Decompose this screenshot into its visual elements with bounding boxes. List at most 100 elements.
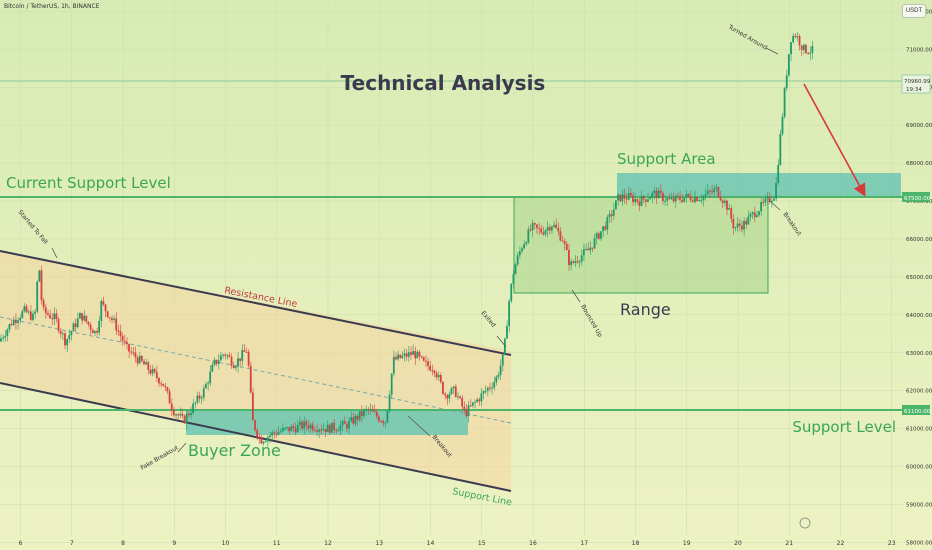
bear-candle xyxy=(91,329,94,334)
bear-candle xyxy=(292,426,295,429)
bear-candle xyxy=(555,224,558,229)
bull-candle xyxy=(615,200,617,210)
bull-candle xyxy=(179,413,182,416)
bull-candle xyxy=(713,188,716,193)
bear-candle xyxy=(143,361,145,365)
bull-candle xyxy=(286,427,288,429)
bear-candle xyxy=(106,311,109,318)
bear-candle xyxy=(128,344,130,352)
bull-candle xyxy=(612,209,615,216)
bear-candle xyxy=(424,360,427,362)
bear-candle xyxy=(89,324,92,330)
bull-candle xyxy=(491,387,493,389)
pointer-arrows xyxy=(51,47,781,453)
x-tick-label: 12 xyxy=(324,540,332,547)
bear-candle xyxy=(320,429,323,431)
bear-candle xyxy=(410,352,412,355)
bear-candle xyxy=(405,353,408,357)
bear-candle xyxy=(81,313,83,321)
bull-candle xyxy=(585,248,587,250)
bull-candle xyxy=(525,242,528,245)
bull-candle xyxy=(627,193,630,200)
bull-candle xyxy=(271,432,273,436)
bull-candle xyxy=(734,227,737,229)
bull-candle xyxy=(309,424,312,429)
bull-candle xyxy=(512,274,515,284)
bear-candle xyxy=(661,192,664,201)
bull-candle xyxy=(647,199,649,202)
bull-candle xyxy=(514,264,517,275)
bear-candle xyxy=(625,198,628,200)
bull-candle xyxy=(23,306,26,312)
bull-candle xyxy=(264,441,267,443)
bull-candle xyxy=(21,311,24,318)
bull-candle xyxy=(83,315,86,321)
bull-candle xyxy=(796,36,799,38)
bull-candle xyxy=(593,238,596,249)
bear-candle xyxy=(111,318,113,320)
bear-candle xyxy=(360,411,363,416)
bull-candle xyxy=(480,393,483,402)
settings-icon[interactable] xyxy=(799,517,811,529)
bear-candle xyxy=(395,356,397,360)
bear-candle xyxy=(102,301,105,305)
bear-candle xyxy=(301,421,303,429)
bull-candle xyxy=(70,331,73,336)
bear-candle xyxy=(55,313,58,320)
currency-badge[interactable]: USDT xyxy=(902,4,926,18)
bear-candle xyxy=(431,370,434,372)
x-tick-label: 22 xyxy=(837,540,845,547)
bear-candle xyxy=(313,430,316,432)
bull-candle xyxy=(175,414,177,416)
bear-candle xyxy=(619,194,622,202)
bull-candle xyxy=(484,390,487,392)
bull-candle xyxy=(211,364,214,372)
bear-candle xyxy=(40,270,43,301)
bull-candle xyxy=(200,397,203,399)
range-label: Range xyxy=(620,300,671,319)
bull-candle xyxy=(386,410,389,423)
bear-candle xyxy=(260,437,263,444)
bear-candle xyxy=(153,368,156,372)
bear-candle xyxy=(642,195,645,200)
bull-candle xyxy=(358,411,361,420)
range-box xyxy=(513,196,769,294)
bear-candle xyxy=(373,411,376,413)
bear-candle xyxy=(74,323,77,328)
chart-title: Technical Analysis xyxy=(341,71,546,95)
bull-candle xyxy=(296,424,299,433)
bear-candle xyxy=(158,378,160,384)
bull-candle xyxy=(403,353,406,356)
y-tick-label: 71000.00 xyxy=(906,47,932,53)
bull-candle xyxy=(350,417,353,422)
bear-candle xyxy=(132,352,135,354)
bear-candle xyxy=(587,248,590,251)
countdown-text: 19:34 xyxy=(906,87,922,93)
bull-candle xyxy=(523,244,525,249)
bull-candle xyxy=(98,320,101,333)
bear-candle xyxy=(717,187,720,197)
bull-candle xyxy=(2,337,4,339)
bull-candle xyxy=(617,194,619,201)
bear-candle xyxy=(115,318,118,331)
bear-candle xyxy=(576,261,579,263)
y-tick-label: 59000.00 xyxy=(906,502,932,508)
bull-candle xyxy=(100,301,103,321)
x-tick-label: 11 xyxy=(273,540,281,547)
bear-candle xyxy=(46,313,49,315)
bear-candle xyxy=(805,44,807,53)
bull-candle xyxy=(621,194,624,202)
bear-candle xyxy=(371,409,374,412)
x-tick-label: 17 xyxy=(580,540,588,547)
x-tick-label: 14 xyxy=(427,540,435,547)
bear-candle xyxy=(414,351,417,359)
bull-candle xyxy=(213,359,216,365)
bear-candle xyxy=(721,200,724,203)
bear-candle xyxy=(245,351,248,353)
bull-candle xyxy=(326,424,329,432)
bear-candle xyxy=(382,421,385,424)
bear-candle xyxy=(604,226,607,230)
bull-candle xyxy=(298,421,301,425)
bull-candle xyxy=(508,300,511,326)
bear-candle xyxy=(418,351,421,357)
